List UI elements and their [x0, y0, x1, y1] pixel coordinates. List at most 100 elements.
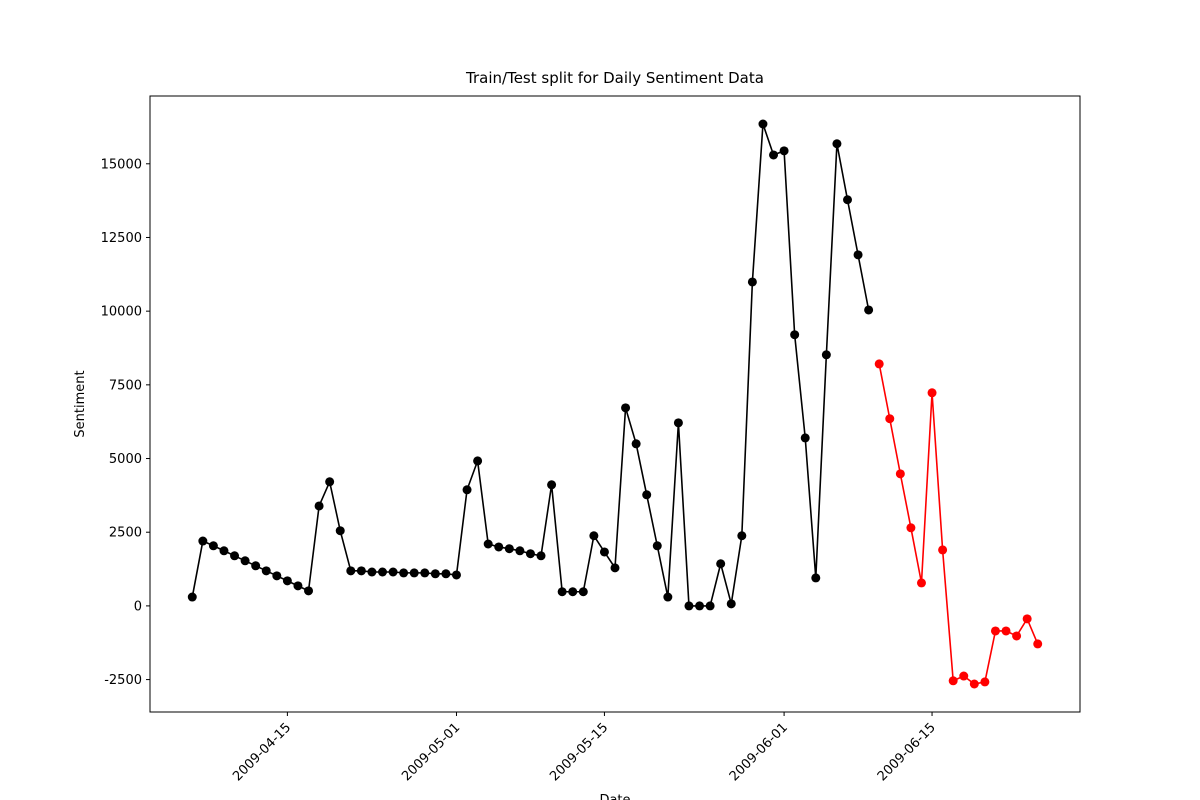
data-point: [378, 567, 387, 577]
y-tick-label: 5000: [109, 452, 142, 467]
data-point: [758, 119, 768, 129]
y-tick-label: -2500: [104, 673, 142, 688]
data-point: [314, 501, 324, 511]
data-point: [219, 546, 229, 556]
data-point: [251, 561, 261, 571]
data-point: [874, 359, 884, 369]
data-point: [980, 677, 990, 687]
data-point: [695, 601, 705, 611]
data-point: [335, 526, 345, 536]
data-point: [494, 542, 504, 552]
y-tick-label: 15000: [101, 157, 142, 172]
data-point: [642, 490, 652, 500]
data-point: [304, 586, 314, 596]
data-point: [811, 573, 821, 583]
data-point: [187, 592, 197, 602]
data-point: [906, 523, 916, 533]
data-point: [230, 551, 240, 561]
data-point: [272, 571, 282, 581]
data-point: [483, 539, 493, 549]
data-point: [673, 418, 683, 428]
x-tick-label: 2009-05-01: [399, 720, 463, 784]
data-point: [346, 566, 356, 576]
x-tick-label: 2009-04-15: [230, 720, 294, 784]
data-point: [726, 599, 736, 609]
data-point: [325, 477, 335, 487]
data-point: [578, 587, 588, 597]
data-point: [356, 566, 366, 576]
y-tick-label: 7500: [109, 378, 142, 393]
data-point: [409, 568, 419, 578]
data-point: [747, 277, 757, 287]
x-tick-label: 2009-06-15: [875, 720, 939, 784]
x-tick-label: 2009-06-01: [727, 720, 791, 784]
data-point: [1001, 626, 1011, 636]
data-point: [864, 305, 874, 315]
data-point: [367, 567, 377, 577]
chart-title: Train/Test split for Daily Sentiment Dat…: [465, 69, 764, 87]
data-point: [800, 433, 810, 443]
data-point: [420, 568, 430, 578]
data-point: [821, 350, 831, 360]
series-line: [191, 123, 870, 607]
data-point: [451, 570, 461, 580]
data-point: [853, 250, 863, 260]
data-point: [938, 545, 948, 555]
data-point: [916, 578, 926, 588]
x-tick-label: 2009-05-15: [547, 720, 611, 784]
data-point: [557, 587, 567, 597]
y-tick-label: 0: [134, 599, 142, 614]
data-point: [769, 150, 779, 160]
data-point: [430, 569, 440, 579]
data-point: [282, 576, 292, 586]
data-point: [684, 601, 694, 611]
data-point: [779, 146, 789, 156]
data-point: [536, 551, 546, 561]
y-tick-label: 10000: [101, 305, 142, 320]
data-point: [547, 480, 557, 490]
data-point: [240, 556, 250, 566]
data-point: [1012, 631, 1022, 641]
data-point: [399, 568, 409, 578]
data-point: [261, 566, 271, 576]
data-point: [525, 549, 535, 559]
data-point: [621, 403, 631, 413]
data-point: [790, 330, 800, 340]
data-point: [948, 676, 958, 686]
data-point: [895, 469, 905, 479]
data-point: [568, 587, 578, 597]
data-point: [927, 388, 937, 398]
y-tick-label: 12500: [101, 231, 142, 246]
data-point: [504, 544, 514, 554]
data-point: [589, 531, 599, 541]
data-point: [388, 567, 398, 577]
data-point: [705, 601, 715, 611]
data-point: [1022, 614, 1032, 624]
data-point: [959, 671, 969, 681]
data-point: [462, 485, 472, 495]
data-point: [610, 563, 620, 573]
data-point: [208, 541, 218, 551]
data-point: [652, 541, 662, 551]
y-axis-label: Sentiment: [73, 370, 88, 437]
data-point: [990, 626, 1000, 636]
data-point: [515, 546, 525, 556]
data-point: [832, 139, 842, 149]
data-point: [737, 531, 747, 541]
data-point: [198, 536, 208, 546]
x-axis-label: Date: [599, 793, 630, 800]
data-point: [441, 569, 451, 579]
data-point: [631, 439, 641, 449]
data-point: [473, 456, 483, 466]
data-point: [599, 547, 609, 557]
data-point: [843, 195, 852, 205]
series-line: [878, 363, 1039, 685]
plot-frame: [149, 95, 1081, 713]
y-tick-label: 2500: [109, 526, 142, 541]
data-point: [885, 414, 895, 424]
data-point: [716, 559, 726, 569]
data-point: [293, 581, 303, 591]
data-point: [1033, 639, 1043, 649]
data-point: [969, 679, 979, 689]
